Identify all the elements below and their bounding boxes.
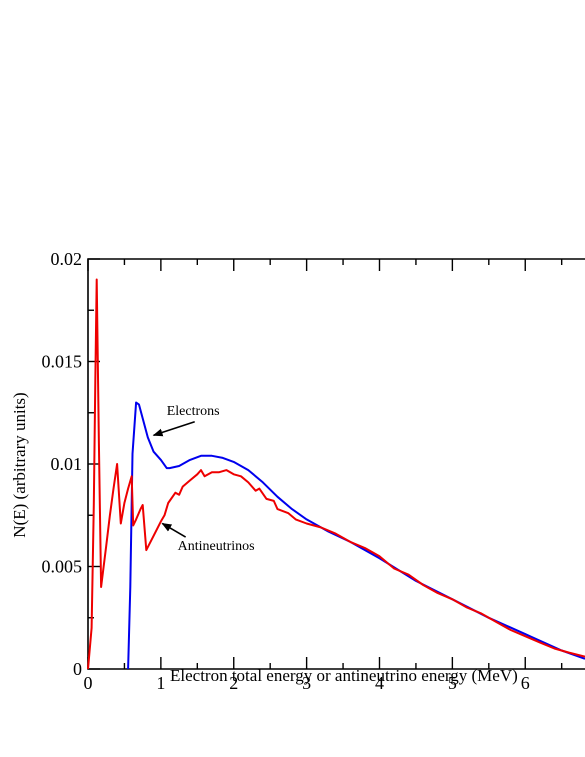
y-tick-label: 0.005 xyxy=(42,557,83,577)
plot-axes: 0 1 2 3 4 5 6 0 0.005 0.01 0.015 0.02 xyxy=(42,249,585,693)
antineutrino-spectrum-line xyxy=(87,278,585,670)
x-tick-label: 0 xyxy=(84,673,93,693)
x-tick-label: 4 xyxy=(375,673,384,693)
x-tick-label: 1 xyxy=(156,673,165,693)
x-tick-label: 2 xyxy=(229,673,238,693)
electron-spectrum-line xyxy=(127,401,585,670)
annotation-layer: Electrons Antineutrinos xyxy=(152,404,255,554)
x-tick-label: 6 xyxy=(521,673,530,693)
y-tick-label: 0.02 xyxy=(51,249,83,269)
y-tick-label: 0.015 xyxy=(42,352,83,372)
electrons-annotation: Electrons xyxy=(167,404,220,419)
y-axis-label: N(E) (arbitrary units) xyxy=(10,392,29,537)
antineutrinos-arrow xyxy=(161,522,187,538)
x-tick-label: 3 xyxy=(302,673,311,693)
x-tick-label: 5 xyxy=(448,673,457,693)
antineutrinos-annotation: Antineutrinos xyxy=(178,539,255,554)
y-tick-label: 0.01 xyxy=(51,454,83,474)
x-axis-label: Electron total energy or antineutrino en… xyxy=(170,666,518,685)
plot-frame xyxy=(87,258,585,670)
y-tick-label: 0 xyxy=(73,659,82,679)
electrons-arrow xyxy=(152,421,195,437)
series-layer xyxy=(87,278,585,670)
